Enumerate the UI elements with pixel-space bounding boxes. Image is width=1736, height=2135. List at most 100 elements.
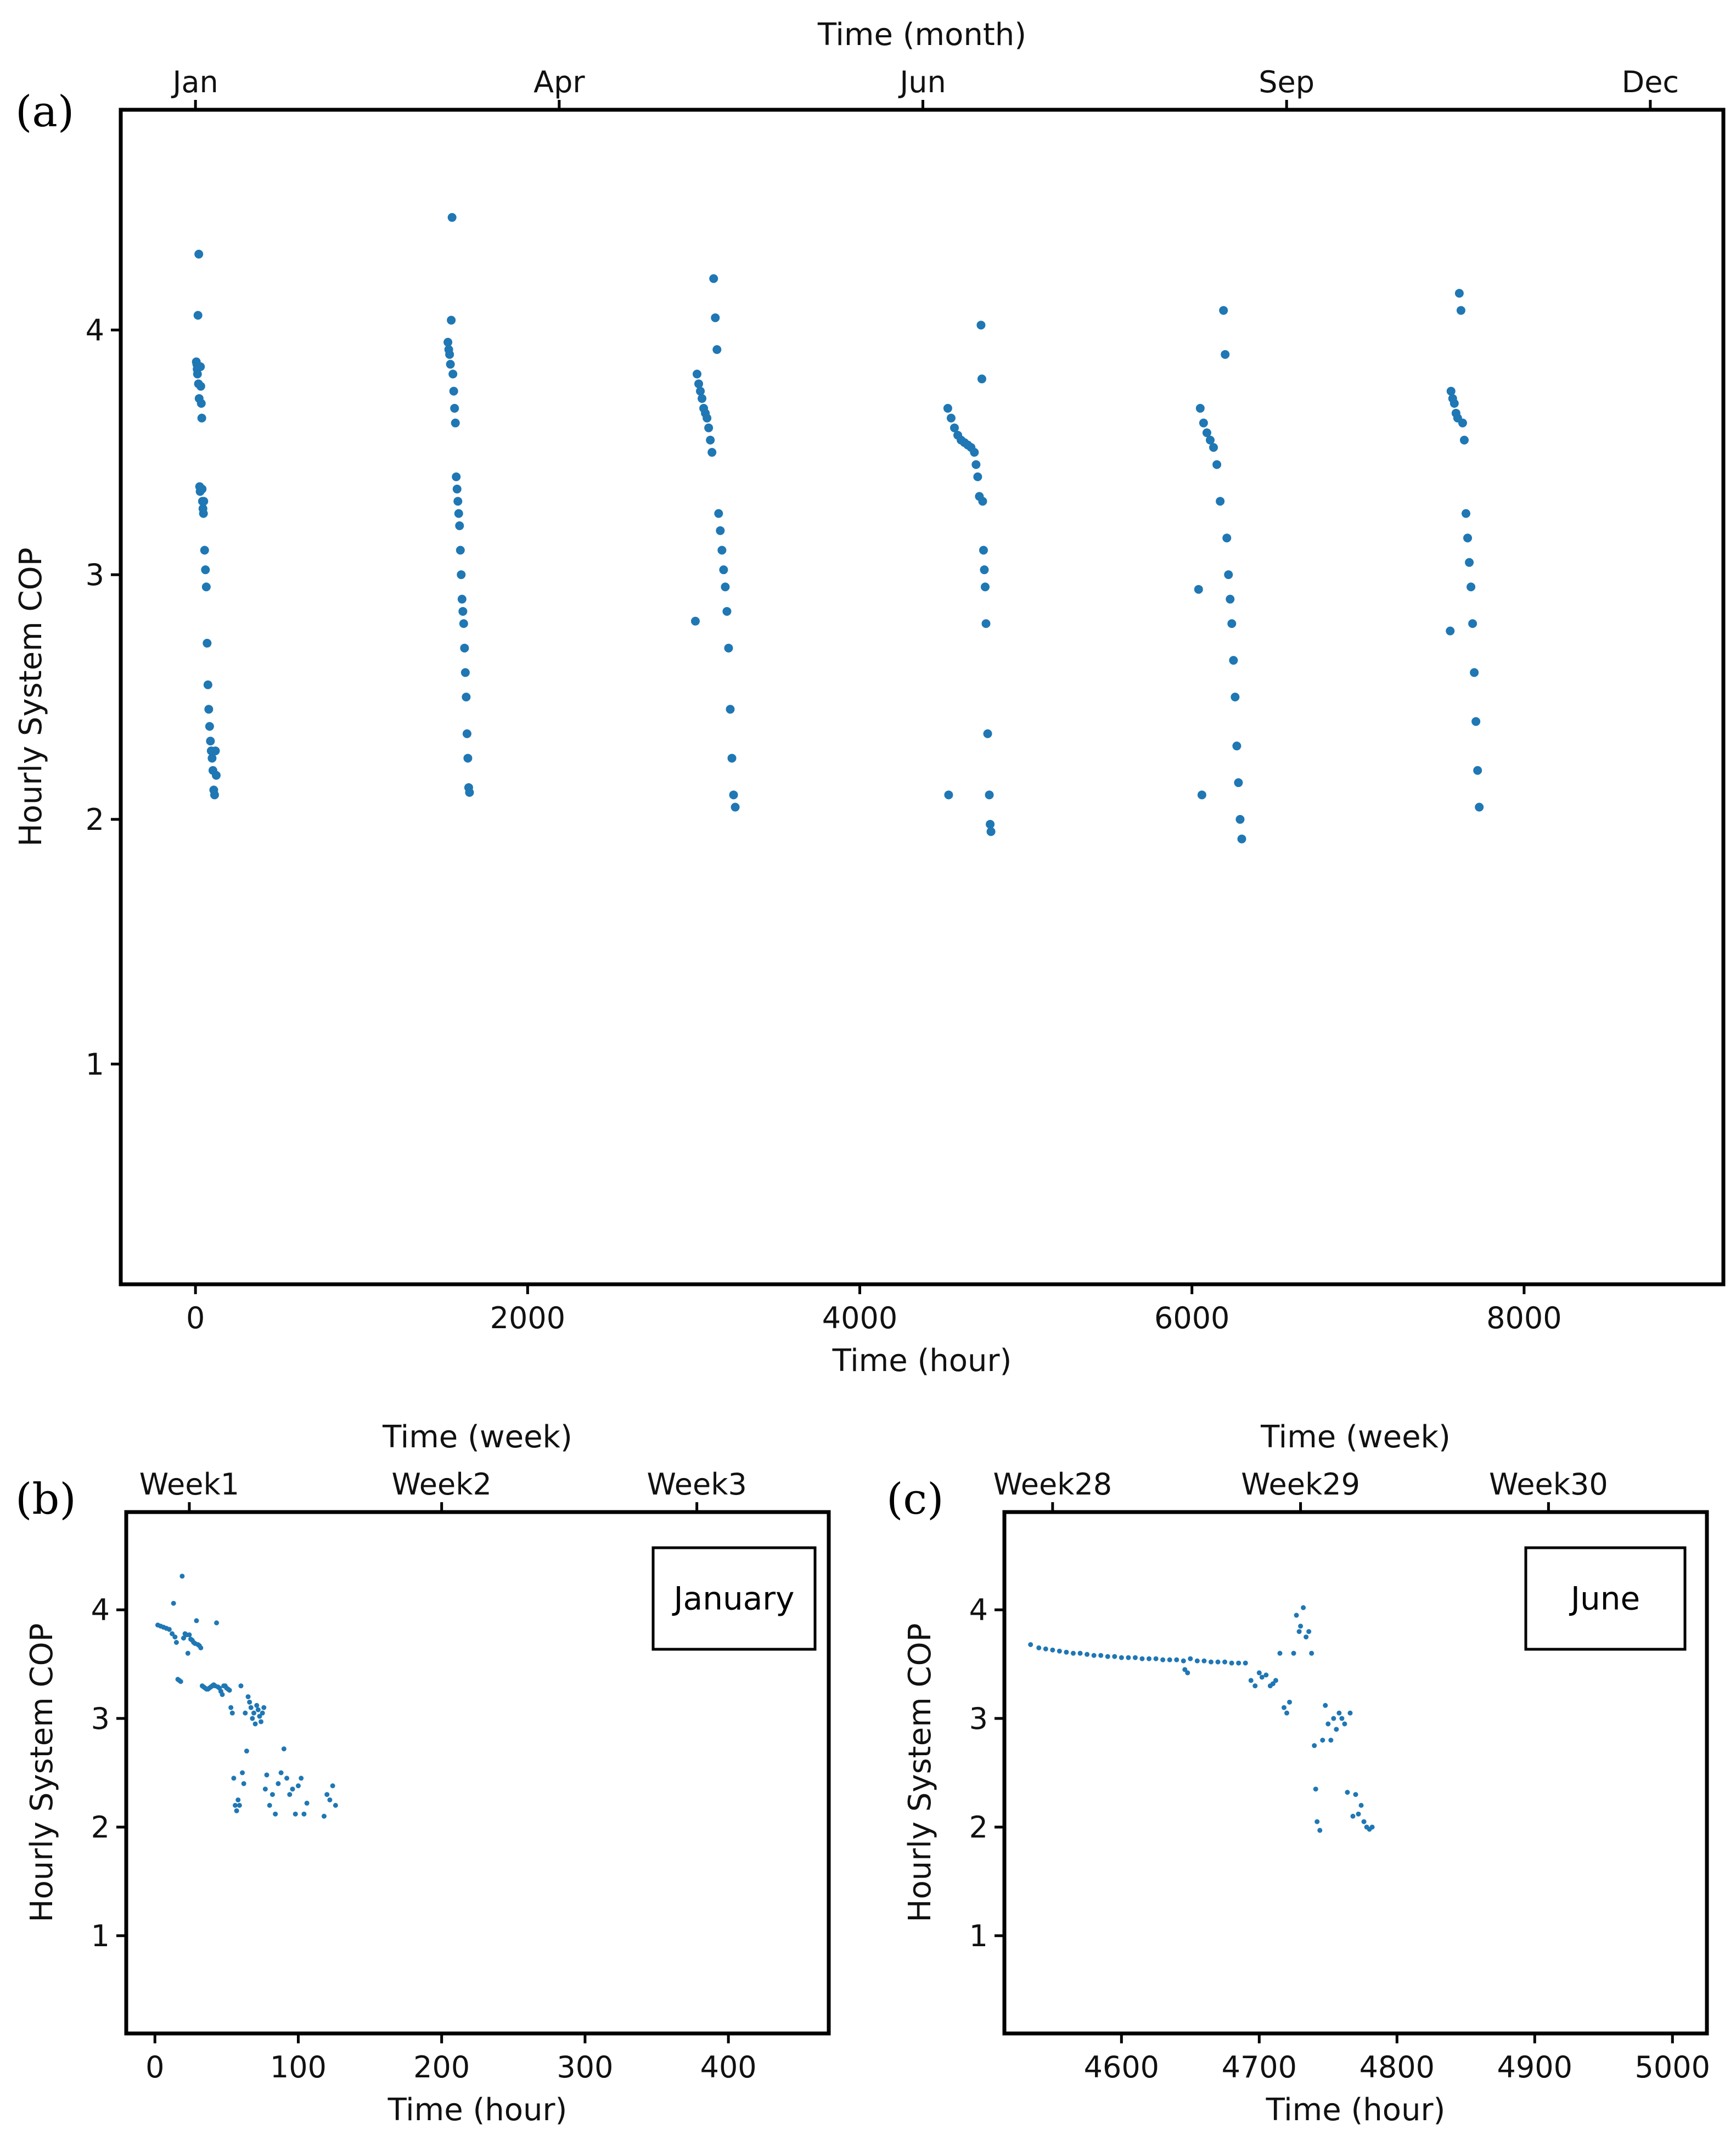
data-point	[1215, 1659, 1221, 1665]
data-point	[228, 1705, 234, 1710]
top-tick-label: Jan	[171, 65, 218, 99]
data-point	[1284, 1710, 1290, 1716]
x-tick-label: 4000	[822, 1301, 897, 1335]
data-point	[445, 350, 454, 359]
data-point	[981, 619, 991, 628]
data-point	[269, 1792, 275, 1797]
data-point	[443, 338, 453, 347]
data-point	[973, 472, 982, 481]
data-point	[1132, 1655, 1138, 1660]
data-point	[1077, 1650, 1083, 1656]
data-point	[454, 509, 463, 518]
data-point	[1277, 1650, 1283, 1656]
data-point	[287, 1792, 293, 1797]
top-axis-title: Time (week)	[382, 1419, 572, 1455]
data-point	[704, 423, 713, 432]
data-point	[977, 374, 986, 384]
data-point	[194, 250, 204, 259]
data-point	[1287, 1699, 1293, 1705]
data-point	[1098, 1653, 1104, 1658]
x-tick-label: 4700	[1222, 2050, 1297, 2085]
top-tick-label: Week1	[139, 1467, 239, 1502]
data-point	[264, 1772, 269, 1778]
data-point	[1358, 1802, 1364, 1808]
data-point	[185, 1650, 190, 1656]
data-point	[1306, 1629, 1312, 1634]
data-point	[187, 1632, 192, 1638]
data-point	[201, 565, 210, 575]
data-point	[698, 394, 707, 403]
data-point	[203, 680, 212, 689]
panel-letter: (b)	[15, 1475, 76, 1524]
data-points	[155, 1574, 338, 1819]
legend-label: January	[672, 1580, 795, 1617]
data-point	[1334, 1727, 1339, 1732]
data-point	[273, 1811, 278, 1817]
data-point	[1221, 350, 1230, 359]
top-tick-label: Dec	[1622, 65, 1679, 99]
y-axis-title: Hourly System COP	[24, 1623, 60, 1923]
data-point	[1281, 1705, 1286, 1710]
data-point	[1182, 1667, 1188, 1672]
data-point	[1195, 403, 1205, 413]
data-point	[1273, 1678, 1278, 1683]
data-point	[170, 1631, 175, 1637]
data-point	[201, 582, 211, 592]
data-point	[200, 546, 209, 555]
data-point	[1235, 814, 1245, 824]
data-point	[196, 399, 206, 408]
data-point	[1312, 1743, 1317, 1749]
data-point	[1185, 1670, 1190, 1676]
data-point	[1224, 570, 1233, 580]
data-point	[1112, 1654, 1117, 1659]
x-tick-label: 8000	[1486, 1301, 1561, 1335]
data-point	[1259, 1675, 1265, 1680]
data-point	[1323, 1703, 1328, 1708]
top-tick-label: Week28	[993, 1467, 1113, 1502]
data-point	[262, 1786, 268, 1792]
data-point	[1471, 717, 1481, 726]
data-point	[1314, 1819, 1320, 1824]
data-point	[205, 722, 214, 731]
data-point	[985, 790, 994, 800]
x-tick-label: 400	[700, 2050, 757, 2085]
data-point	[247, 1699, 252, 1705]
data-point	[1263, 1672, 1269, 1678]
y-tick-label: 2	[969, 1810, 988, 1845]
data-point	[1353, 1792, 1358, 1797]
data-point	[1325, 1721, 1331, 1727]
data-point	[707, 448, 717, 457]
data-point	[1347, 1710, 1353, 1716]
data-point	[1212, 460, 1222, 469]
data-point	[450, 403, 459, 413]
y-tick-label: 3	[91, 1701, 110, 1736]
data-point	[1320, 1738, 1325, 1743]
data-point	[1227, 619, 1237, 628]
data-point	[229, 1710, 235, 1716]
y-tick-label: 2	[86, 802, 104, 837]
data-point	[1467, 582, 1476, 592]
data-point	[210, 790, 219, 800]
data-point	[206, 737, 215, 746]
data-point	[235, 1797, 241, 1802]
data-point	[1085, 1651, 1090, 1657]
data-point	[1119, 1655, 1124, 1660]
legend-label: June	[1569, 1580, 1640, 1617]
data-point	[1219, 306, 1228, 315]
data-point	[1050, 1647, 1055, 1653]
data-point	[1446, 626, 1455, 636]
data-point	[333, 1802, 338, 1808]
panel-b: (b) 0 100 200 300 400 1 2 3 4 Week1 Week2 Week3 Time …	[15, 1419, 831, 2128]
y-tick-label: 4	[86, 313, 104, 347]
x-tick-label: 100	[270, 2050, 327, 2085]
legend-box	[1524, 1546, 1687, 1651]
data-point	[447, 316, 456, 325]
data-point	[1331, 1716, 1336, 1721]
y-tick-label: 1	[91, 1919, 110, 1953]
data-point	[214, 1620, 220, 1626]
data-point	[251, 1710, 256, 1716]
data-point	[1294, 1613, 1299, 1618]
data-point	[451, 418, 460, 428]
data-point	[1205, 435, 1215, 445]
